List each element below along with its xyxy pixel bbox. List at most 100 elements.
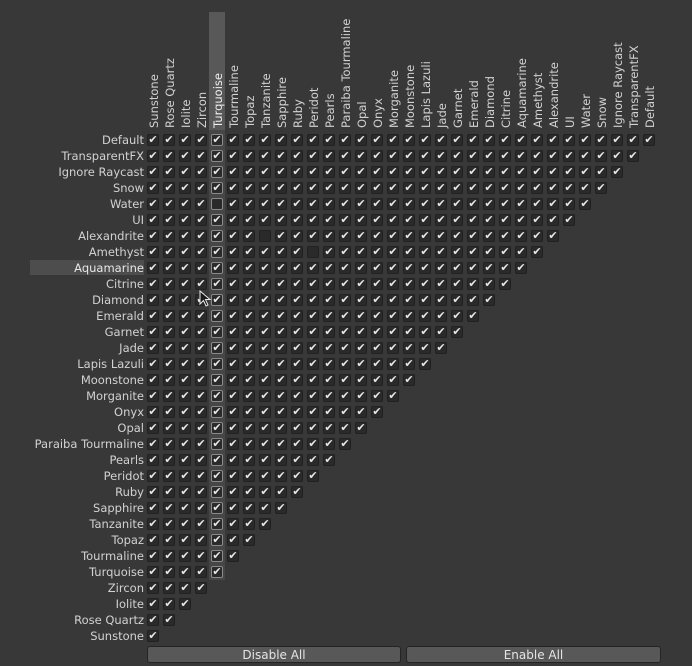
collision-checkbox[interactable]: ✔ bbox=[211, 470, 223, 482]
collision-checkbox[interactable]: ✔ bbox=[259, 502, 271, 514]
collision-checkbox[interactable]: ✔ bbox=[195, 470, 207, 482]
collision-checkbox[interactable]: ✔ bbox=[243, 502, 255, 514]
collision-checkbox[interactable]: ✔ bbox=[179, 406, 191, 418]
collision-checkbox[interactable]: ✔ bbox=[355, 310, 367, 322]
collision-checkbox[interactable]: ✔ bbox=[163, 166, 175, 178]
collision-checkbox[interactable]: ✔ bbox=[355, 150, 367, 162]
collision-checkbox[interactable]: ✔ bbox=[579, 150, 591, 162]
collision-checkbox[interactable]: ✔ bbox=[243, 150, 255, 162]
collision-checkbox[interactable]: ✔ bbox=[195, 390, 207, 402]
collision-checkbox[interactable]: ✔ bbox=[291, 438, 303, 450]
collision-checkbox[interactable]: ✔ bbox=[195, 310, 207, 322]
collision-checkbox[interactable]: ✔ bbox=[275, 230, 287, 242]
collision-checkbox[interactable]: ✔ bbox=[211, 390, 223, 402]
collision-checkbox[interactable]: ✔ bbox=[291, 310, 303, 322]
collision-checkbox[interactable]: ✔ bbox=[179, 342, 191, 354]
collision-checkbox[interactable]: ✔ bbox=[243, 326, 255, 338]
collision-checkbox[interactable]: ✔ bbox=[163, 134, 175, 146]
collision-checkbox[interactable]: ✔ bbox=[147, 262, 159, 274]
collision-checkbox[interactable]: ✔ bbox=[163, 502, 175, 514]
collision-checkbox[interactable]: ✔ bbox=[499, 134, 511, 146]
collision-checkbox[interactable]: ✔ bbox=[211, 182, 223, 194]
collision-checkbox[interactable]: ✔ bbox=[339, 182, 351, 194]
collision-checkbox[interactable]: ✔ bbox=[419, 326, 431, 338]
collision-checkbox[interactable]: ✔ bbox=[419, 198, 431, 210]
collision-checkbox[interactable]: ✔ bbox=[435, 150, 447, 162]
collision-checkbox[interactable]: ✔ bbox=[291, 486, 303, 498]
collision-checkbox[interactable]: ✔ bbox=[387, 214, 399, 226]
collision-checkbox[interactable]: ✔ bbox=[275, 502, 287, 514]
collision-checkbox[interactable]: ✔ bbox=[195, 358, 207, 370]
collision-checkbox[interactable]: ✔ bbox=[403, 214, 415, 226]
collision-checkbox[interactable]: ✔ bbox=[643, 134, 655, 146]
collision-checkbox[interactable]: ✔ bbox=[387, 294, 399, 306]
collision-checkbox[interactable]: ✔ bbox=[195, 342, 207, 354]
collision-checkbox[interactable]: ✔ bbox=[547, 230, 559, 242]
collision-checkbox[interactable]: ✔ bbox=[307, 150, 319, 162]
collision-checkbox[interactable]: ✔ bbox=[419, 262, 431, 274]
collision-checkbox[interactable]: ✔ bbox=[371, 342, 383, 354]
collision-checkbox[interactable]: ✔ bbox=[307, 390, 319, 402]
collision-checkbox[interactable]: ✔ bbox=[371, 310, 383, 322]
collision-checkbox[interactable]: ✔ bbox=[163, 374, 175, 386]
collision-checkbox[interactable]: ✔ bbox=[435, 262, 447, 274]
collision-checkbox[interactable]: ✔ bbox=[163, 438, 175, 450]
collision-checkbox[interactable]: ✔ bbox=[531, 134, 543, 146]
collision-checkbox[interactable]: ✔ bbox=[499, 150, 511, 162]
collision-checkbox[interactable]: ✔ bbox=[323, 150, 335, 162]
collision-checkbox[interactable]: ✔ bbox=[483, 230, 495, 242]
collision-checkbox[interactable]: ✔ bbox=[179, 134, 191, 146]
collision-checkbox[interactable]: ✔ bbox=[259, 150, 271, 162]
collision-checkbox[interactable]: ✔ bbox=[483, 182, 495, 194]
collision-checkbox[interactable]: ✔ bbox=[467, 310, 479, 322]
collision-checkbox[interactable]: ✔ bbox=[163, 614, 175, 626]
collision-checkbox[interactable]: ✔ bbox=[147, 246, 159, 258]
collision-checkbox[interactable]: ✔ bbox=[227, 262, 239, 274]
collision-checkbox[interactable]: ✔ bbox=[483, 262, 495, 274]
collision-checkbox[interactable]: ✔ bbox=[483, 294, 495, 306]
collision-checkbox[interactable]: ✔ bbox=[451, 166, 463, 178]
collision-checkbox[interactable]: ✔ bbox=[163, 230, 175, 242]
collision-checkbox[interactable]: ✔ bbox=[195, 166, 207, 178]
collision-checkbox[interactable]: ✔ bbox=[163, 262, 175, 274]
collision-checkbox[interactable]: ✔ bbox=[147, 470, 159, 482]
collision-checkbox[interactable]: ✔ bbox=[339, 166, 351, 178]
collision-checkbox[interactable]: ✔ bbox=[579, 134, 591, 146]
collision-checkbox[interactable]: ✔ bbox=[259, 262, 271, 274]
collision-checkbox[interactable]: ✔ bbox=[339, 150, 351, 162]
collision-checkbox[interactable]: ✔ bbox=[467, 246, 479, 258]
collision-checkbox[interactable]: ✔ bbox=[339, 438, 351, 450]
collision-checkbox[interactable]: ✔ bbox=[195, 454, 207, 466]
collision-checkbox[interactable]: ✔ bbox=[211, 550, 223, 562]
collision-checkbox[interactable]: ✔ bbox=[211, 454, 223, 466]
collision-checkbox[interactable]: ✔ bbox=[323, 454, 335, 466]
collision-checkbox[interactable]: ✔ bbox=[211, 534, 223, 546]
collision-checkbox[interactable]: ✔ bbox=[275, 374, 287, 386]
collision-checkbox[interactable]: ✔ bbox=[531, 166, 543, 178]
collision-checkbox[interactable]: ✔ bbox=[147, 150, 159, 162]
collision-checkbox[interactable]: ✔ bbox=[371, 198, 383, 210]
collision-checkbox[interactable]: ✔ bbox=[211, 134, 223, 146]
collision-checkbox[interactable]: ✔ bbox=[355, 198, 367, 210]
collision-checkbox[interactable]: ✔ bbox=[275, 486, 287, 498]
collision-checkbox[interactable]: ✔ bbox=[275, 182, 287, 194]
collision-checkbox[interactable]: ✔ bbox=[163, 518, 175, 530]
collision-checkbox[interactable]: ✔ bbox=[291, 422, 303, 434]
collision-checkbox[interactable]: ✔ bbox=[419, 166, 431, 178]
collision-checkbox[interactable]: ✔ bbox=[163, 454, 175, 466]
collision-checkbox[interactable]: ✔ bbox=[291, 390, 303, 402]
collision-checkbox[interactable]: ✔ bbox=[483, 198, 495, 210]
collision-checkbox[interactable]: ✔ bbox=[371, 390, 383, 402]
collision-checkbox[interactable]: ✔ bbox=[531, 150, 543, 162]
collision-checkbox[interactable]: ✔ bbox=[227, 294, 239, 306]
collision-checkbox[interactable]: ✔ bbox=[403, 246, 415, 258]
collision-checkbox[interactable]: ✔ bbox=[579, 166, 591, 178]
collision-checkbox[interactable]: ✔ bbox=[291, 246, 303, 258]
collision-checkbox[interactable]: ✔ bbox=[483, 134, 495, 146]
collision-checkbox[interactable]: ✔ bbox=[243, 470, 255, 482]
collision-checkbox[interactable]: ✔ bbox=[211, 246, 223, 258]
collision-checkbox[interactable]: ✔ bbox=[179, 230, 191, 242]
collision-checkbox[interactable]: ✔ bbox=[227, 358, 239, 370]
collision-checkbox[interactable]: ✔ bbox=[195, 134, 207, 146]
collision-checkbox[interactable]: ✔ bbox=[211, 422, 223, 434]
